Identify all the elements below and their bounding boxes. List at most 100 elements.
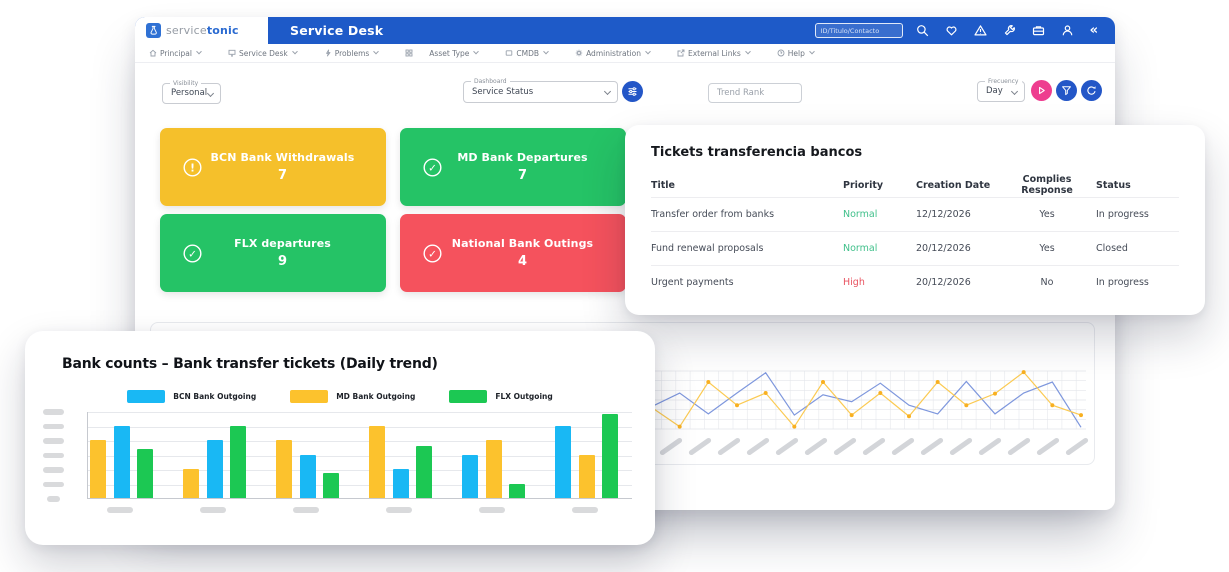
- nav-item-problems[interactable]: Problems: [324, 48, 380, 58]
- nav-item-administration[interactable]: Administration: [575, 49, 651, 58]
- play-button[interactable]: [1031, 80, 1052, 101]
- collapse-icon[interactable]: «: [1089, 23, 1098, 38]
- kpi-value: 7: [517, 168, 528, 183]
- status-text: Closed: [1096, 243, 1128, 254]
- table-row[interactable]: Transfer order from banks Normal 12/12/2…: [651, 197, 1179, 231]
- check-circle-icon: ✓: [183, 243, 202, 263]
- chevron-down-icon: [373, 48, 380, 55]
- legend-swatch: [127, 390, 166, 403]
- legend-item-md: MD Bank Outgoing: [290, 390, 415, 403]
- bar-flx-g4: [416, 445, 432, 498]
- kpi-value: 4: [517, 254, 528, 269]
- svg-text:!: !: [190, 162, 195, 174]
- status-text: In progress: [1096, 209, 1149, 220]
- col-title: Title: [651, 179, 675, 191]
- gear-icon: [575, 49, 583, 57]
- legend-item-flx: FLX Outgoing: [449, 390, 553, 403]
- bar-bcn-g5: [462, 454, 478, 498]
- col-priority: Priority: [843, 179, 884, 191]
- tickets-card-title: Tickets transferencia bancos: [651, 145, 863, 160]
- bar-md-g1: [90, 440, 106, 498]
- help-circle-icon: [777, 49, 785, 57]
- nav-item-help[interactable]: Help: [777, 48, 815, 58]
- col-status: Status: [1096, 179, 1131, 191]
- play-icon: [1039, 86, 1045, 95]
- kpi-label: FLX departures: [234, 237, 331, 250]
- brand-logo: servicetonic: [135, 17, 268, 44]
- nav-item-external-links[interactable]: External Links: [677, 49, 751, 58]
- visibility-label: Visibility: [170, 80, 202, 88]
- bar-md-g5: [485, 440, 502, 498]
- nav-item-service-desk[interactable]: Service Desk: [228, 48, 298, 58]
- dashboard-value: Service Status: [472, 87, 534, 97]
- app-bar: servicetonic Service Desk «: [135, 17, 1115, 44]
- table-row[interactable]: Fund renewal proposals Normal 20/12/2026…: [651, 231, 1179, 265]
- bar-md-g2: [183, 469, 199, 498]
- kpi-value: 9: [277, 254, 288, 269]
- priority-badge: Normal: [843, 243, 878, 254]
- alert-triangle-icon[interactable]: [973, 24, 987, 37]
- nav-item-cmdb[interactable]: CMDB: [505, 48, 549, 58]
- legend-swatch: [290, 390, 329, 403]
- kpi-md-bank-departures[interactable]: ✓ MD Bank Departures 7: [400, 128, 626, 206]
- bar-bcn-g3: [299, 454, 316, 498]
- kpi-bcn-bank-withdrawals[interactable]: ! BCN Bank Withdrawals 7: [160, 128, 386, 206]
- box-icon: [506, 50, 513, 56]
- bank-trend-card: Bank counts – Bank transfer tickets (Dai…: [25, 331, 655, 545]
- user-icon[interactable]: [1061, 24, 1074, 37]
- legend-item-bcn: BCN Bank Outgoing: [127, 390, 256, 403]
- home-icon: [149, 49, 157, 57]
- chevron-down-icon: [291, 48, 298, 55]
- bar-bcn-g4: [392, 469, 409, 498]
- refresh-icon: [1087, 86, 1096, 95]
- search-icon[interactable]: [916, 24, 929, 37]
- bar-chart-legend: BCN Bank Outgoing MD Bank Outgoing FLX O…: [25, 390, 655, 403]
- frequency-value: Day: [986, 86, 1003, 96]
- legend-swatch: [449, 390, 488, 403]
- bar-chart: [87, 412, 632, 499]
- frequency-select[interactable]: Frecuency Day: [977, 78, 1025, 102]
- kpi-flx-departures[interactable]: ✓ FLX departures 9: [160, 214, 386, 292]
- nav-item-asset-type[interactable]: Asset Type: [405, 49, 480, 58]
- tickets-table: Title Priority Creation Date Complies Re…: [651, 173, 1179, 299]
- funnel-icon: [1062, 86, 1071, 96]
- main-nav: Principal Service Desk Problems Asset Ty…: [135, 44, 1115, 63]
- bank-card-title: Bank counts – Bank transfer tickets (Dai…: [62, 356, 438, 372]
- bar-flx-g3: [323, 473, 339, 498]
- filter-button[interactable]: [1056, 80, 1077, 101]
- frequency-label: Frecuency: [985, 78, 1022, 86]
- chevron-down-icon: [809, 48, 815, 55]
- trend-rank-input[interactable]: [708, 83, 802, 103]
- kpi-label: MD Bank Departures: [457, 151, 588, 164]
- tickets-card: Tickets transferencia bancos Title Prior…: [625, 125, 1205, 315]
- tune-button[interactable]: [622, 81, 643, 102]
- check-circle-icon: ✓: [423, 243, 442, 263]
- bar-flx-g1: [137, 448, 153, 498]
- bar-flx-g2: [230, 425, 246, 498]
- visibility-select[interactable]: Visibility Personal: [162, 80, 221, 104]
- table-row[interactable]: Urgent payments High 20/12/2026 No In pr…: [651, 265, 1179, 299]
- svg-text:✓: ✓: [428, 248, 437, 260]
- toolbox-icon[interactable]: [1032, 24, 1045, 37]
- tune-icon: [628, 87, 637, 96]
- app-bar-icons: «: [916, 17, 1098, 44]
- kpi-value: 7: [277, 168, 288, 183]
- kpi-national-bank-outings[interactable]: ✓ National Bank Outings 4: [400, 214, 626, 292]
- heart-icon[interactable]: [945, 24, 958, 37]
- chevron-down-icon: [196, 48, 202, 55]
- chevron-down-icon: [543, 48, 549, 55]
- kpi-label: National Bank Outings: [451, 237, 594, 250]
- search-input[interactable]: [814, 23, 903, 38]
- wrench-icon[interactable]: [1003, 24, 1016, 37]
- status-text: In progress: [1096, 277, 1149, 288]
- dashboard-select[interactable]: Dashboard Service Status: [463, 78, 618, 103]
- check-circle-icon: ✓: [423, 157, 442, 177]
- bar-bcn-g6: [555, 425, 571, 498]
- refresh-button[interactable]: [1081, 80, 1102, 101]
- svg-text:✓: ✓: [188, 248, 197, 260]
- flask-logo-icon: [146, 23, 161, 38]
- nav-item-principal[interactable]: Principal: [149, 48, 202, 58]
- bar-flx-g5: [509, 483, 525, 498]
- priority-badge: High: [843, 277, 865, 288]
